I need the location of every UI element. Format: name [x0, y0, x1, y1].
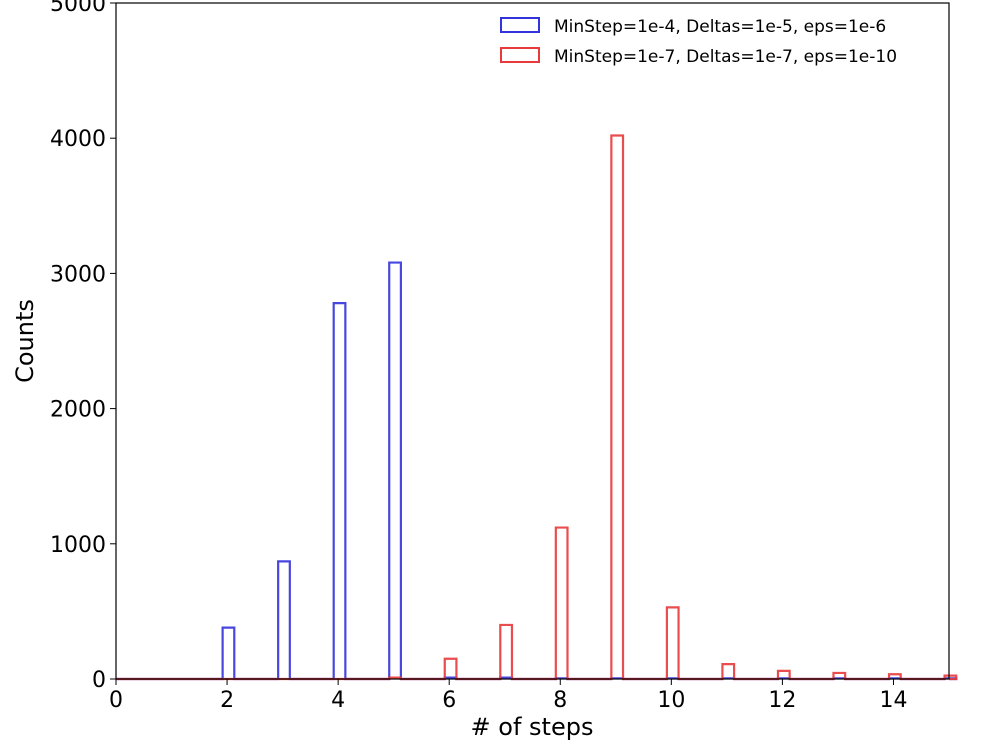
series-outline-1 [116, 134, 958, 681]
bar-1-10 [667, 607, 679, 679]
bar-1-8 [556, 528, 568, 679]
x-tick-label: 10 [657, 688, 685, 713]
x-axis-label: # of steps [471, 713, 594, 741]
y-tick-label: 1000 [50, 533, 106, 558]
legend-label-red: MinStep=1e-7, Deltas=1e-7, eps=1e-10 [554, 47, 897, 67]
legend-label-blue: MinStep=1e-4, Deltas=1e-5, eps=1e-6 [554, 17, 886, 37]
y-tick-label: 0 [92, 668, 106, 693]
x-tick-label: 2 [220, 688, 234, 713]
x-tick-label: 12 [768, 688, 796, 713]
legend-swatch-red [500, 47, 540, 63]
y-tick-label: 2000 [50, 398, 106, 423]
bar-0-4 [334, 303, 346, 679]
legend: MinStep=1e-4, Deltas=1e-5, eps=1e-6 MinS… [500, 17, 897, 67]
bar-1-7 [500, 625, 512, 679]
y-tick-label: 5000 [50, 0, 106, 17]
bar-0-3 [278, 561, 290, 679]
y-tick-label: 3000 [50, 262, 106, 287]
bar-1-6 [445, 659, 457, 679]
bar-1-11 [722, 664, 734, 679]
x-tick-label: 8 [553, 688, 567, 713]
x-tick-label: 14 [879, 688, 907, 713]
bar-1-9 [611, 135, 623, 679]
bar-0-2 [223, 628, 235, 679]
x-tick-label: 6 [442, 688, 456, 713]
x-tick-label: 0 [109, 688, 123, 713]
legend-swatch-blue [500, 17, 540, 33]
x-tick-label: 4 [331, 688, 345, 713]
plot-frame [115, 2, 950, 680]
bar-0-5 [389, 263, 401, 679]
y-axis-label: Counts [11, 299, 39, 383]
y-tick-label: 4000 [50, 127, 106, 152]
series-outline-0 [116, 261, 958, 681]
